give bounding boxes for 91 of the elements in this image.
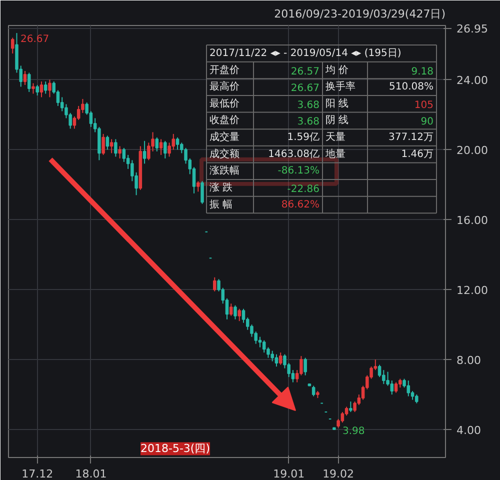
candlestick: [36, 84, 39, 96]
annotation: 阴 线: [326, 114, 349, 126]
x-tick-label: 19.01: [273, 468, 305, 480]
candlestick: [382, 370, 386, 385]
x-tick-label: 19.02: [322, 468, 354, 480]
candlestick: [142, 140, 146, 164]
annotation: 105: [414, 100, 434, 111]
candlestick: [278, 352, 282, 366]
candlestick: [168, 142, 171, 158]
candlestick: [48, 79, 52, 98]
y-tick-label: 8.00: [456, 354, 481, 368]
y-tick-label: 24.00: [456, 74, 488, 88]
x-tick-label: 17.12: [22, 468, 54, 480]
candlestick: [114, 138, 118, 158]
candlestick: [349, 401, 352, 413]
candlestick: [353, 401, 356, 413]
candlestick: [312, 385, 316, 397]
candlestick: [300, 356, 303, 376]
annotation: 振 幅: [210, 198, 233, 210]
candlestick: [229, 303, 233, 316]
y-tick-label: 16.00: [456, 214, 488, 228]
annotation: 成交量: [210, 131, 240, 144]
annotation: 1.59亿: [287, 132, 320, 144]
candlestick: [159, 138, 163, 156]
annotation: 377.12万: [388, 132, 434, 144]
text: 90: [420, 116, 434, 128]
candlestick: [110, 138, 114, 154]
candlestick: [242, 308, 246, 324]
annotation: 3.68: [297, 100, 320, 111]
candlestick: [238, 308, 241, 322]
candlestick: [172, 133, 176, 150]
annotation: 阳 线: [326, 97, 349, 110]
candlestick: [340, 412, 344, 424]
annotation: 3.68: [297, 116, 320, 128]
annotation: 开盘价: [210, 64, 240, 76]
annotation: 涨跌幅: [210, 164, 240, 177]
candlestick: [390, 380, 394, 396]
candlestick: [147, 142, 150, 161]
candlestick: [44, 80, 48, 94]
candlestick: [23, 70, 27, 86]
candlestick: [118, 146, 122, 159]
annotation: 26.67: [290, 83, 320, 94]
y-tick-label: 26.95: [456, 22, 488, 36]
y-tick-label: 12.00: [456, 284, 488, 298]
annotation: 1.46万: [401, 148, 434, 160]
annotation: 26.67: [20, 34, 50, 46]
annotation: 510.08%: [389, 82, 434, 93]
candlestick: [274, 354, 278, 368]
annotation: 2017/11/22 ◂▸ - 2019/05/14 ◂▸ (195日): [210, 48, 402, 59]
annotation: 地量: [324, 148, 346, 160]
annotation: -86.13%: [278, 166, 320, 177]
candlestick: [102, 133, 105, 156]
candlestick: [234, 304, 237, 320]
candlestick: [40, 80, 44, 98]
candlestick: [27, 72, 31, 92]
candlestick: [394, 382, 398, 394]
candlestick: [304, 357, 307, 376]
chart-title: 2016/09/23-2019/03/29(427日): [274, 8, 446, 20]
annotation: 26.57: [290, 66, 320, 78]
y-tick-label: 4.00: [456, 424, 481, 438]
candlestick: [258, 336, 262, 348]
candlestick: [176, 136, 180, 150]
annotation: 最高价: [210, 80, 240, 93]
candlestick: [122, 147, 126, 162]
annotation: 最低价: [210, 97, 240, 110]
annotation: 涨 跌: [210, 181, 233, 194]
candlestick: [200, 180, 204, 204]
annotation: 86.62%: [281, 199, 320, 210]
annotation: 3.98: [342, 426, 365, 438]
candlestick: [406, 380, 410, 397]
x-tick-label: 18.01: [75, 468, 107, 480]
annotation: 9.18: [411, 66, 434, 78]
candlestick: [270, 350, 274, 362]
candlestick: [106, 135, 110, 150]
candlestick: [10, 37, 14, 54]
y-tick-label: 20.00: [456, 144, 488, 158]
annotation: 均 价: [324, 64, 349, 76]
candlestick: [196, 180, 200, 192]
candlestick: [32, 82, 35, 94]
candlestick: [155, 136, 159, 152]
annotation: 2018-5-3(四): [140, 442, 210, 456]
annotation: 成交额: [210, 148, 240, 160]
candlestick: [378, 364, 382, 378]
annotation: 天量: [326, 132, 346, 144]
candlestick: [213, 276, 216, 292]
candlestick: [164, 140, 167, 159]
candlestick: [262, 340, 266, 354]
annotation: -22.86: [287, 184, 320, 195]
annotation: 收盘价: [210, 114, 240, 126]
annotation: 1463.08亿: [268, 148, 320, 160]
annotation: 换手率: [326, 80, 356, 93]
